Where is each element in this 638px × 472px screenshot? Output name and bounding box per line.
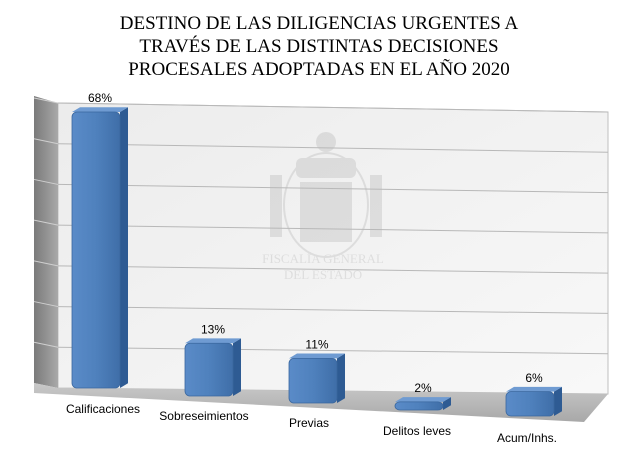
- chart-title-line-2: TRAVÉS DE LAS DISTINTAS DECISIONES: [139, 36, 499, 57]
- category-label: Previas: [289, 416, 329, 430]
- data-label: 13%: [201, 322, 225, 336]
- bar-side: [554, 386, 562, 416]
- data-label: 6%: [525, 371, 543, 385]
- data-label: 68%: [88, 91, 112, 105]
- bar-front: [394, 401, 444, 411]
- gridline: [57, 265, 609, 274]
- bar-side: [443, 397, 451, 410]
- bar-1: [71, 107, 128, 389]
- category-label: Acum/Inhs.: [497, 431, 557, 445]
- gridline: [57, 346, 609, 355]
- bar-front: [184, 342, 234, 397]
- bar-top: [289, 353, 345, 359]
- data-label: 11%: [305, 338, 328, 352]
- bar-front: [71, 111, 121, 389]
- side-gridline: [33, 219, 59, 226]
- bar-front: [288, 357, 338, 404]
- watermark-emblem: FISCALÍA GENERAL DEL ESTADO: [262, 132, 384, 282]
- data-label: 2%: [414, 381, 432, 395]
- chart-title-line-3: PROCESALES ADOPTADAS EN EL AÑO 2020: [128, 59, 510, 80]
- bar-5: [505, 386, 562, 417]
- gridline: [57, 224, 609, 234]
- svg-text:DEL ESTADO: DEL ESTADO: [284, 267, 362, 282]
- chart-category-labels: Calificaciones Sobreseimientos Previas Deli…: [66, 402, 557, 445]
- chart-title-line-1: DESTINO DE LAS DILIGENCIAS URGENTES A: [119, 13, 519, 34]
- category-label: Sobreseimientos: [159, 409, 248, 423]
- bar-top: [506, 386, 562, 392]
- gridline: [57, 102, 609, 113]
- gridline: [57, 306, 609, 314]
- bar-2: [184, 338, 241, 397]
- bar-side: [337, 353, 345, 403]
- chart-gridlines: [33, 97, 609, 355]
- bar-4: [394, 397, 451, 411]
- svg-text:FISCALÍA GENERAL: FISCALÍA GENERAL: [262, 251, 384, 266]
- chart-bars: [71, 107, 562, 417]
- bar-front: [505, 391, 555, 417]
- bar-top: [185, 338, 241, 344]
- bar-top: [395, 397, 451, 402]
- bar-side: [120, 107, 128, 388]
- side-gridline: [33, 97, 59, 104]
- side-gridline: [33, 260, 59, 267]
- side-gridline: [33, 301, 59, 308]
- chart-title: DESTINO DE LAS DILIGENCIAS URGENTES A TR…: [0, 12, 638, 81]
- bar-top: [72, 107, 128, 112]
- bar-side: [233, 338, 241, 396]
- side-gridline: [33, 138, 59, 145]
- category-label: Delitos leves: [383, 424, 451, 438]
- chart-data-labels: 68% 13% 11% 2% 6%: [88, 91, 543, 395]
- gridline: [57, 143, 609, 153]
- chart-side-wall: [34, 96, 58, 388]
- bar-3: [288, 353, 345, 404]
- category-label: Calificaciones: [66, 402, 140, 416]
- side-gridline: [33, 341, 59, 348]
- side-gridline: [33, 178, 59, 185]
- gridline: [57, 183, 609, 194]
